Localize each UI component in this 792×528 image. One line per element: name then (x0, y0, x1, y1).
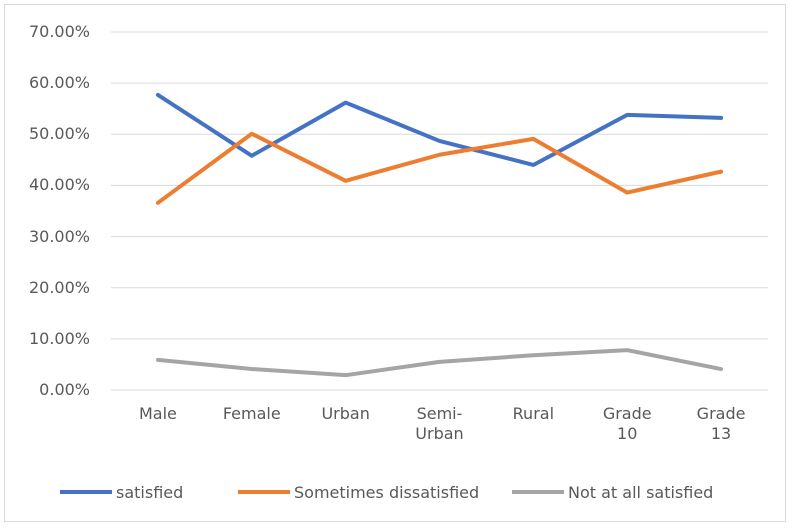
x-tick-label: Rural (512, 404, 555, 423)
legend-label: Sometimes dissatisfied (294, 482, 480, 502)
y-tick-label: 40.00% (28, 175, 90, 195)
y-tick-label: 60.00% (28, 73, 90, 93)
legend-label: Not at all satisfied (568, 482, 714, 502)
y-tick-label: 50.00% (28, 124, 90, 144)
series-line (155, 348, 724, 378)
series-line (155, 92, 724, 167)
legend-swatch (60, 490, 112, 494)
legend-item: satisfied (60, 481, 183, 503)
series-line (155, 131, 724, 205)
x-tick-label: Grade 13 (696, 404, 746, 443)
x-tick-label: Semi-Urban (415, 404, 464, 443)
y-tick-label: 70.00% (28, 22, 90, 41)
y-tick-label: 10.00% (28, 328, 90, 348)
x-tick-label: Female (222, 404, 281, 423)
legend-swatch (512, 490, 564, 494)
legend-item: Sometimes dissatisfied (238, 481, 479, 503)
legend-label: satisfied (116, 482, 184, 502)
y-tick-label: 30.00% (28, 226, 90, 246)
legend-item: Not at all satisfied (512, 481, 713, 503)
x-tick-label: Male (138, 404, 177, 423)
x-tick-label: Grade 10 (602, 404, 652, 443)
chart-frame (4, 4, 786, 522)
legend-swatch (238, 490, 290, 494)
x-tick-label: Urban (321, 404, 370, 423)
y-tick-label: 20.00% (28, 277, 90, 297)
y-tick-label: 0.00% (39, 380, 90, 399)
